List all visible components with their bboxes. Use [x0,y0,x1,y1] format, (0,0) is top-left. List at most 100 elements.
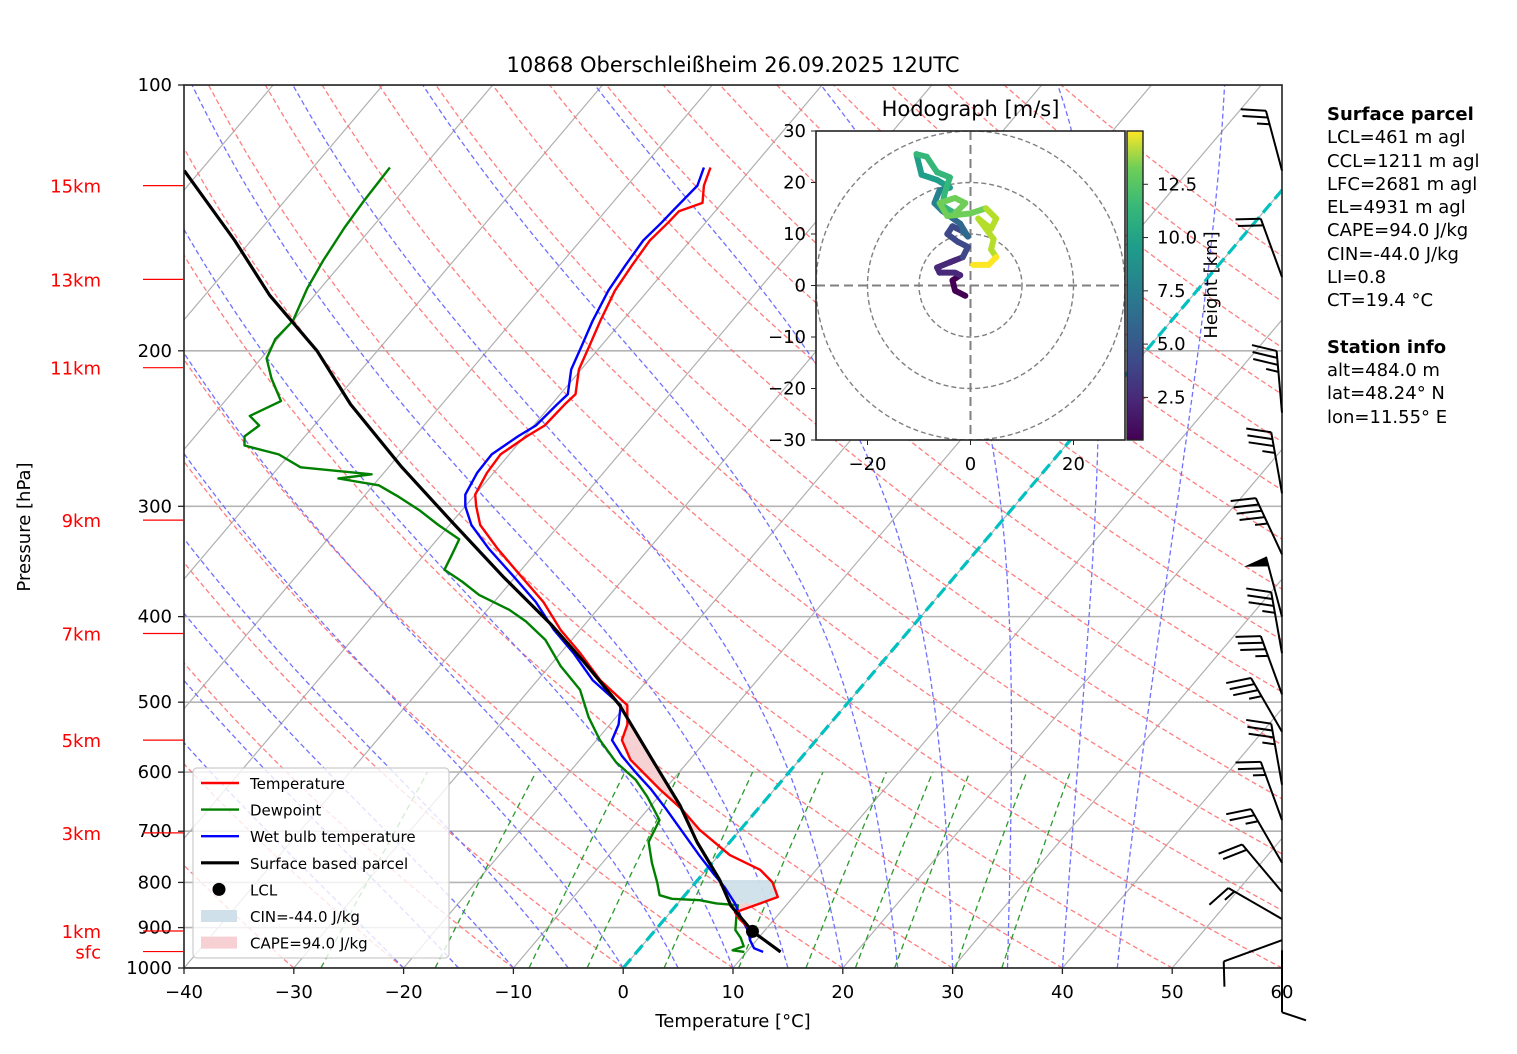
hodograph-y-tick-label: 30 [783,121,806,142]
hodograph-y-tick-label: 20 [783,173,806,194]
barb-shaft [1270,723,1283,785]
isotherm-line [184,85,384,321]
moist-adiabat [1116,85,1226,968]
station-info-heading: Station info [1327,336,1447,358]
surface-parcel-value: LFC=2681 m agl [1327,173,1478,195]
barb-shaft [1259,761,1283,821]
station-info-value: alt=484.0 m [1327,359,1440,381]
barb-full [1240,108,1267,112]
barb-shaft [1250,808,1283,864]
isotherm-line [184,85,494,451]
hodograph-plot [816,131,1125,440]
y-tick-label: 300 [138,496,172,517]
barb-full [1247,434,1273,441]
barb-half [1262,741,1276,746]
y-tick-label: 1000 [126,958,172,979]
wind-barb [1240,108,1283,171]
barb-full [1281,1011,1307,1022]
barb-full [1239,516,1265,522]
mixing-ratio-line [738,771,824,968]
barb-full [1222,848,1248,860]
moist-adiabat [184,351,679,968]
barb-full [1237,641,1264,645]
freezing-isotherm-line [621,187,1282,968]
wind-barb [1226,677,1283,733]
legend-box [192,767,450,959]
wind-barb [1246,718,1283,785]
mixing-ratio-line [805,771,887,968]
wind-barb [1243,556,1283,617]
mixing-ratio-line [954,771,1028,968]
barb-full [1226,677,1252,685]
barb-half [1252,773,1266,777]
cin-area [719,880,778,904]
barb-full [1229,814,1255,822]
barb-shaft [1241,843,1283,893]
legend-label: Wet bulb temperature [250,828,416,846]
x-tick-label: −10 [494,982,532,1003]
barb-shaft [1259,635,1283,695]
x-tick-label: 10 [722,982,745,1003]
barb-half [1262,450,1276,454]
hodograph-segment [923,153,941,176]
isotherm-line [184,85,713,710]
station-info-value: lon=11.55° E [1327,406,1448,428]
legend-label: Dewpoint [250,802,321,820]
legend-swatch [212,882,226,896]
moist-adiabat [422,85,899,968]
legend: Temperature Dewpoint Wet bulb temperature S… [192,767,450,959]
colorbar-label: Height [km] [1201,231,1222,338]
hodograph-x-tick-label: 0 [965,454,976,475]
barb-full [1235,760,1261,764]
x-tick-label: −20 [385,982,423,1003]
wind-barb [1235,217,1283,278]
barb-full [1237,767,1264,771]
isotherm-line [952,578,1282,968]
hodograph-title: Hodograph [m/s] [882,97,1060,121]
wind-barb [1222,939,1283,987]
hodograph-y-tick-label: −10 [768,327,806,348]
barb-full [1247,725,1273,732]
height-label: 9km [62,511,101,532]
barb-shaft [1227,887,1283,920]
wind-barb [1246,427,1283,494]
wet-bulb-line [464,167,764,954]
surface-parcel-value: LCL=461 m agl [1327,127,1466,149]
isotherm-line [184,85,603,581]
barb-shaft [1259,218,1283,278]
barb-half [1262,609,1276,614]
moist-adiabat [184,612,514,968]
chart-title: 10868 Oberschleißheim 26.09.2025 12UTC [507,53,960,77]
colorbar-tick-label: 7.5 [1157,281,1186,302]
wind-barb [1235,635,1283,695]
barb-half [1254,522,1268,526]
barb-shaft [1264,556,1283,617]
moist-adiabat [191,85,789,968]
barb-full [1252,351,1278,359]
wind-barb [1251,344,1283,413]
barb-full [1248,601,1274,607]
surface-parcel-value: CIN=-44.0 J/kg [1327,243,1459,265]
y-tick-label: 500 [138,692,172,713]
dry-adiabat [321,85,1282,912]
y-tick-label: 100 [138,75,172,96]
cape-cin-shading [619,705,778,932]
wind-barb [1218,843,1283,893]
y-axis-ticks: 100 200 300 400 500 600 700 800 900 1000 [126,75,184,979]
height-label: 13km [50,270,101,291]
hodograph-x-tick-label: −20 [849,454,887,475]
hodograph-segment [944,210,974,219]
barb-full [1235,217,1261,221]
barb-full [1222,961,1226,987]
parcel-line [184,169,782,954]
height-label: 7km [62,624,101,645]
legend-label: Temperature [249,775,345,793]
height-label: 3km [62,824,101,845]
dry-adiabat [435,85,1282,800]
y-tick-label: 600 [138,762,172,783]
hodograph-segment [975,215,997,243]
hodograph-x-tick-label: 20 [1062,454,1085,475]
legend-label: CAPE=94.0 J/kg [250,935,368,953]
surface-parcel-value: CT=19.4 °C [1327,290,1434,312]
colorbar-tick-label: 2.5 [1157,387,1186,408]
